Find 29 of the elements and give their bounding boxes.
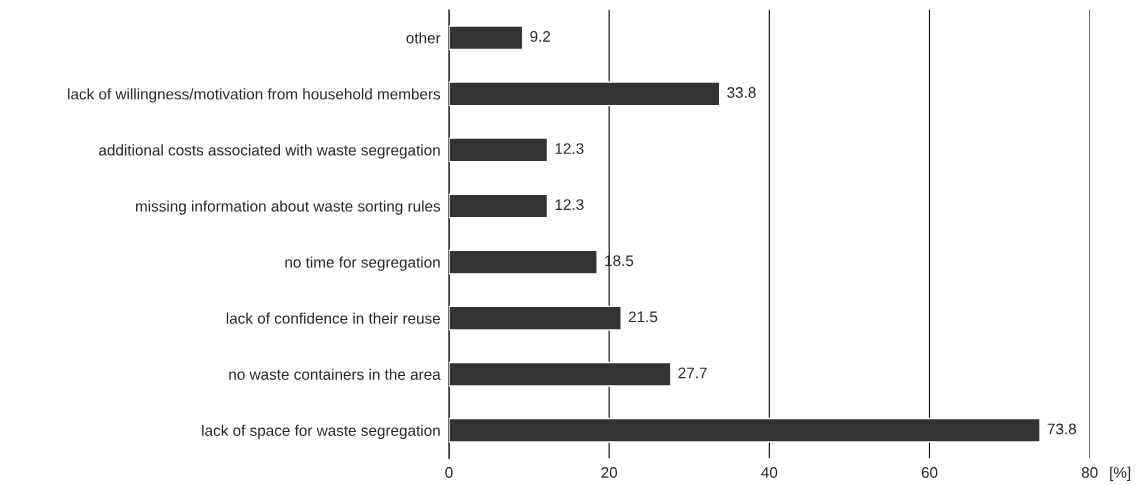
x-axis-title: [%] [1110, 466, 1131, 481]
y-tick-label: no waste containers in the area [229, 368, 441, 380]
y-tick-label: lack of willingness/motivation from household members [68, 88, 441, 103]
data-label: 21.5 [628, 311, 658, 323]
bar [448, 25, 524, 51]
bar [448, 417, 1041, 443]
x-tick-label: 0 [445, 467, 453, 478]
data-label: 27.7 [678, 367, 707, 379]
data-label: 33.8 [727, 87, 756, 98]
data-label: 9.2 [530, 31, 551, 42]
y-tick-label: missing information about waste sorting rules [135, 200, 441, 215]
y-tick-label: no time for segregation [285, 256, 440, 271]
x-tick-label: 80 [1081, 467, 1098, 478]
y-tick-label: lack of space for waste segregation [202, 424, 440, 439]
data-label: 12.3 [555, 143, 584, 154]
data-label: 73.8 [1047, 423, 1077, 435]
x-tick-label: 40 [761, 467, 778, 478]
bar [448, 137, 549, 163]
bar [448, 81, 721, 107]
y-tick-label: additional costs associated with waste segregation [99, 144, 440, 159]
x-tick-label: 60 [921, 467, 938, 478]
y-tick-label: lack of confidence in their reuse [226, 312, 440, 324]
bar [448, 249, 598, 275]
y-tick-label: other [406, 32, 441, 44]
x-tick-label: 20 [601, 467, 618, 478]
bar [448, 305, 622, 331]
bar [448, 193, 549, 219]
bar [448, 361, 672, 387]
data-label: 12.3 [555, 199, 584, 211]
